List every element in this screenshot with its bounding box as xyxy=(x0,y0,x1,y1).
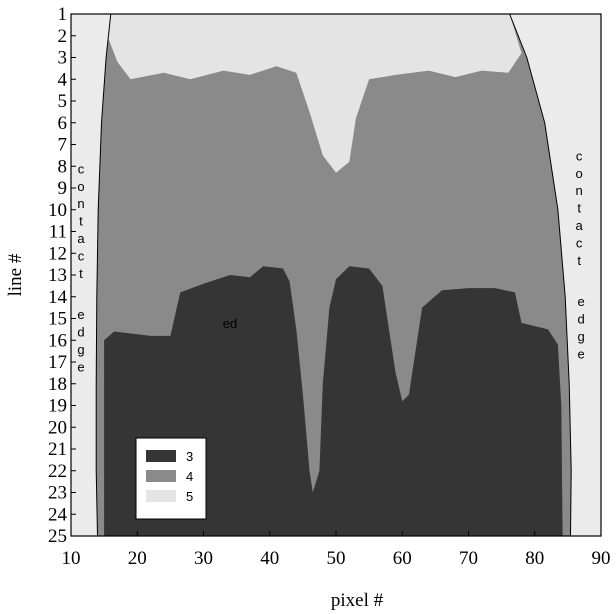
annotation-label: n xyxy=(576,183,583,198)
y-tick-label: 16 xyxy=(48,330,67,351)
contact-edge-right xyxy=(509,13,572,537)
x-tick-label: 60 xyxy=(393,548,412,569)
annotation-label: g xyxy=(77,342,84,357)
y-tick-label: 19 xyxy=(48,396,67,417)
annotation-label: n xyxy=(77,196,84,211)
y-tick-label: 25 xyxy=(48,526,67,547)
y-tick-label: 23 xyxy=(48,483,67,504)
plot-area xyxy=(71,13,601,537)
y-tick-label: 21 xyxy=(48,439,67,460)
annotation-label: e xyxy=(578,294,585,309)
annotation-label: c xyxy=(78,248,85,263)
legend-swatch xyxy=(146,470,176,482)
y-tick-label: 5 xyxy=(58,91,68,112)
annotation-label: e xyxy=(77,307,84,322)
x-tick-label: 20 xyxy=(128,548,147,569)
y-tick-label: 2 xyxy=(58,26,68,47)
annotation-label: c xyxy=(576,148,583,163)
legend-swatch xyxy=(146,490,176,502)
tick-labels: 10 20 30 40 50 60 70 80 901234567891011121314151… xyxy=(48,4,611,569)
x-tick-label: 40 xyxy=(260,548,279,569)
y-tick-label: 18 xyxy=(48,374,67,395)
x-tick-label: 50 xyxy=(327,548,346,569)
annotation-label: d xyxy=(77,325,84,340)
y-tick-label: 24 xyxy=(48,504,68,525)
y-tick-label: 17 xyxy=(48,352,67,373)
legend: 3 4 5 xyxy=(135,437,207,520)
annotation-label: t xyxy=(79,266,83,281)
y-tick-label: 20 xyxy=(48,417,67,438)
y-tick-label: 7 xyxy=(58,135,68,156)
annotation-label: a xyxy=(77,231,85,246)
y-tick-label: 13 xyxy=(48,265,67,286)
annotation-label: d xyxy=(578,312,585,327)
x-axis-title: pixel # xyxy=(331,590,384,611)
y-tick-label: 9 xyxy=(58,178,68,199)
annotation-label: g xyxy=(578,329,585,344)
y-tick-label: 11 xyxy=(49,222,67,243)
annotation-label: t xyxy=(79,214,83,229)
annotation-label: t xyxy=(577,253,581,268)
annotation-label: t xyxy=(577,201,581,216)
y-tick-label: 22 xyxy=(48,461,67,482)
x-tick-label: 10 xyxy=(62,548,81,569)
y-tick-label: 14 xyxy=(48,287,68,308)
legend-label: 5 xyxy=(186,489,193,504)
annotation-label: ed xyxy=(223,316,237,331)
annotation-label: a xyxy=(576,218,584,233)
y-tick-label: 12 xyxy=(48,243,67,264)
y-tick-label: 4 xyxy=(58,69,68,90)
y-tick-label: 3 xyxy=(58,48,68,69)
y-axis-title: line # xyxy=(5,253,26,296)
annotation-label: e xyxy=(77,359,84,374)
contact-edge-left xyxy=(95,13,112,537)
x-tick-label: 80 xyxy=(525,548,544,569)
annotation-label: o xyxy=(576,166,583,181)
annotation-label: c xyxy=(78,161,85,176)
annotation-label: o xyxy=(77,179,84,194)
x-tick-label: 90 xyxy=(592,548,611,569)
legend-swatch xyxy=(146,450,176,462)
annotation-label: e xyxy=(578,346,585,361)
x-tick-label: 70 xyxy=(459,548,478,569)
legend-label: 3 xyxy=(186,449,193,464)
y-tick-label: 10 xyxy=(48,200,67,221)
y-tick-label: 1 xyxy=(58,4,68,25)
y-tick-label: 6 xyxy=(58,113,68,134)
x-tick-label: 30 xyxy=(194,548,213,569)
y-tick-label: 8 xyxy=(58,156,68,177)
legend-label: 4 xyxy=(186,469,193,484)
level-5-region xyxy=(107,14,522,173)
annotation-label: c xyxy=(576,235,583,250)
level-3-region xyxy=(104,266,563,536)
y-tick-label: 15 xyxy=(48,309,67,330)
